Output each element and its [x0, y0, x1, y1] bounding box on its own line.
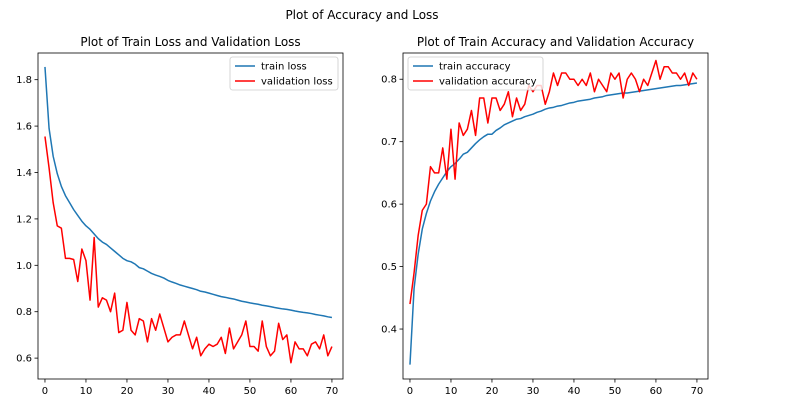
- loss-plot-frame: [37, 52, 344, 380]
- loss-ytick-label: 1.4: [16, 168, 32, 179]
- loss-xtick-label: 70: [326, 386, 339, 397]
- accuracy-legend-label: validation accuracy: [439, 77, 537, 88]
- accuracy-ytick-label: 0.8: [381, 75, 397, 86]
- loss-series-line-validation: [44, 136, 333, 364]
- loss-xtick-label: 40: [203, 386, 216, 397]
- loss-xtick-label: 20: [121, 386, 134, 397]
- accuracy-series-line-validation: [409, 59, 698, 305]
- loss-series-line-train: [44, 66, 333, 319]
- accuracy-ytick-label: 0.6: [381, 200, 397, 211]
- loss-xtick-label: 30: [162, 386, 175, 397]
- accuracy-xtick-label: 50: [609, 386, 622, 397]
- loss-ytick-label: 1.2: [16, 214, 32, 225]
- accuracy-xtick-label: 30: [527, 386, 540, 397]
- loss-legend-label: validation loss: [261, 77, 333, 88]
- accuracy-xtick-label: 60: [650, 386, 663, 397]
- accuracy-legend-label: train accuracy: [439, 62, 511, 73]
- accuracy-xtick-label: 40: [568, 386, 581, 397]
- loss-ytick-label: 0.8: [16, 307, 32, 318]
- accuracy-series-line-train: [409, 82, 698, 365]
- accuracy-ytick-label: 0.4: [381, 325, 397, 336]
- loss-xtick-label: 10: [80, 386, 93, 397]
- loss-ytick-label: 1.8: [16, 75, 32, 86]
- figure-suptitle: Plot of Accuracy and Loss: [285, 8, 438, 22]
- accuracy-chart: Plot of Train Accuracy and Validation Ac…: [381, 35, 709, 397]
- loss-chart: Plot of Train Loss and Validation Loss 0…: [16, 35, 344, 397]
- accuracy-legend-box: [407, 56, 544, 91]
- accuracy-xtick-label: 10: [445, 386, 458, 397]
- accuracy-xtick-label: 0: [407, 386, 413, 397]
- accuracy-chart-title: Plot of Train Accuracy and Validation Ac…: [417, 35, 694, 49]
- accuracy-ytick-label: 0.7: [381, 137, 397, 148]
- accuracy-xtick-label: 20: [486, 386, 499, 397]
- accuracy-xtick-label: 70: [691, 386, 704, 397]
- loss-ytick-label: 1.0: [16, 261, 32, 272]
- loss-legend-box: [229, 56, 339, 91]
- loss-xtick-label: 50: [244, 386, 257, 397]
- loss-ytick-label: 0.6: [16, 354, 32, 365]
- loss-xtick-label: 0: [42, 386, 48, 397]
- loss-xtick-label: 60: [285, 386, 298, 397]
- accuracy-ytick-label: 0.5: [381, 262, 397, 273]
- loss-chart-title: Plot of Train Loss and Validation Loss: [80, 35, 300, 49]
- loss-legend-label: train loss: [261, 62, 307, 73]
- accuracy-plot-frame: [402, 52, 709, 380]
- loss-ytick-label: 1.6: [16, 122, 32, 133]
